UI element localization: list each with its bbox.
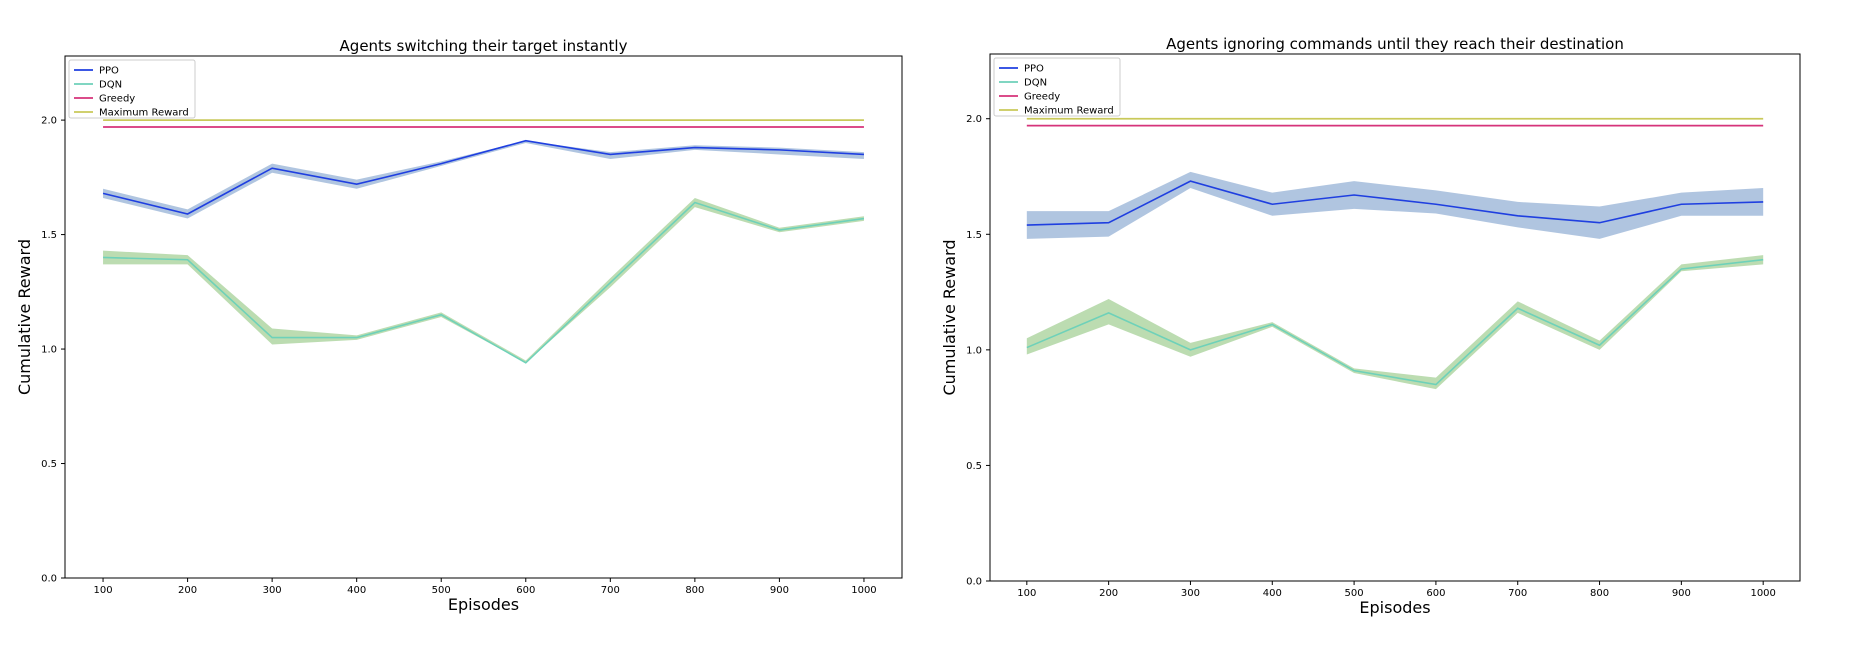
y-tick-label: 1.0 bbox=[41, 345, 57, 356]
series-line-ppo bbox=[102, 139, 864, 215]
legend-box bbox=[68, 59, 196, 119]
x-tick-label: 600 bbox=[1426, 588, 1445, 599]
axes-frame bbox=[989, 53, 1801, 582]
x-tick-label: 300 bbox=[263, 585, 282, 596]
x-tick-label: 500 bbox=[1345, 588, 1364, 599]
chart-title: Agents ignoring commands until they reac… bbox=[1166, 35, 1624, 53]
series-line-dqn bbox=[1026, 258, 1764, 386]
x-tick-label: 100 bbox=[1017, 588, 1036, 599]
plot-area bbox=[65, 56, 902, 578]
legend-label: DQN bbox=[99, 80, 122, 91]
y-tick-label: 1.5 bbox=[966, 230, 982, 241]
x-tick-label: 700 bbox=[601, 585, 620, 596]
y-tick-label: 0.0 bbox=[966, 577, 982, 588]
y-tick-label: 0.5 bbox=[41, 459, 57, 470]
y-tick-label: 0.0 bbox=[41, 574, 57, 585]
x-tick-label: 200 bbox=[1099, 588, 1118, 599]
confidence-band-ppo bbox=[1026, 171, 1764, 239]
legend: PPO DQN Greedy Maximum Reward bbox=[68, 59, 196, 119]
x-tick-label: 500 bbox=[432, 585, 451, 596]
x-tick-label: 1000 bbox=[1750, 588, 1775, 599]
x-tick-label: 200 bbox=[178, 585, 197, 596]
legend: PPO DQN Greedy Maximum Reward bbox=[993, 57, 1121, 117]
x-tick-label: 900 bbox=[770, 585, 789, 596]
x-tick-label: 100 bbox=[93, 585, 112, 596]
legend-box bbox=[993, 57, 1121, 117]
x-tick-label: 300 bbox=[1181, 588, 1200, 599]
y-tick-label: 2.0 bbox=[41, 116, 57, 127]
chart-2: 100 200 300 400 500 600 700 800 900 1000 0.0 0.5 1.0… bbox=[940, 35, 1801, 617]
legend-label: Maximum Reward bbox=[99, 108, 189, 119]
y-tick-label: 2.0 bbox=[966, 114, 982, 125]
x-tick-label: 400 bbox=[347, 585, 366, 596]
x-tick-label: 700 bbox=[1508, 588, 1527, 599]
y-tick-label: 0.5 bbox=[966, 461, 982, 472]
y-axis-label: Cumulative Reward bbox=[15, 239, 34, 395]
chart-title: Agents switching their target instantly bbox=[340, 37, 628, 55]
legend-label: PPO bbox=[99, 66, 119, 77]
axes-frame bbox=[64, 55, 903, 579]
y-axis-label: Cumulative Reward bbox=[940, 240, 959, 396]
x-tick-label: 1000 bbox=[851, 585, 876, 596]
x-tick-label: 400 bbox=[1263, 588, 1282, 599]
x-tick-label: 800 bbox=[1590, 588, 1609, 599]
x-axis-label: Episodes bbox=[1359, 598, 1430, 617]
legend-label: Maximum Reward bbox=[1024, 106, 1114, 117]
y-tick-label: 1.0 bbox=[966, 345, 982, 356]
y-tick-label: 1.5 bbox=[41, 230, 57, 241]
legend-label: PPO bbox=[1024, 64, 1044, 75]
legend-label: Greedy bbox=[1024, 92, 1060, 103]
x-axis-label: Episodes bbox=[448, 595, 519, 614]
x-tick-label: 600 bbox=[516, 585, 535, 596]
legend-label: DQN bbox=[1024, 78, 1047, 89]
x-tick-label: 800 bbox=[685, 585, 704, 596]
confidence-band-ppo bbox=[103, 140, 864, 219]
chart-1: 100 200 300 400 500 600 700 800 900 1000 0.0 0.5 1.0… bbox=[15, 37, 903, 614]
series-line-dqn bbox=[103, 201, 865, 364]
series-line-ppo bbox=[1026, 180, 1764, 226]
legend-label: Greedy bbox=[99, 94, 135, 105]
x-tick-label: 900 bbox=[1672, 588, 1691, 599]
